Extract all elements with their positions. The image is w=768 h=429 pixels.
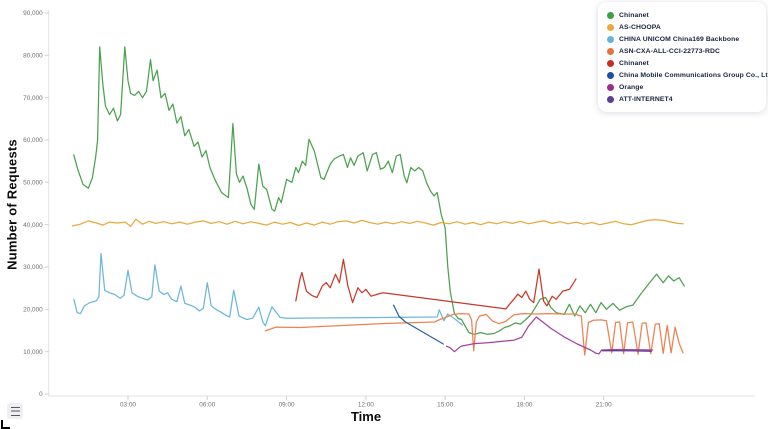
y-tick-label: 10,000 (23, 349, 43, 356)
legend-color-dot-icon (607, 59, 614, 67)
legend-color-dot-icon (607, 84, 614, 92)
x-tick-label: 06:00 (199, 402, 215, 409)
y-tick-label: 60,000 (23, 137, 43, 144)
x-axis-title: Time (350, 409, 382, 424)
legend-item-label: AS-CHOOPA (619, 23, 661, 31)
chart-menu-button[interactable] (7, 403, 23, 419)
series-line-3-asn-cxa-all-cci-22773-rdc (264, 312, 684, 356)
hamburger-list-icon (10, 406, 20, 416)
corner-cursor-mark (1, 420, 10, 429)
x-tick-label: 03:00 (120, 402, 136, 409)
y-tick-label: 90,000 (23, 10, 43, 17)
series-line-4-chinanet (295, 258, 577, 310)
x-tick-label: 09:00 (279, 402, 295, 409)
y-axis-title: Number of Requests (4, 139, 20, 270)
legend-item[interactable]: CHINA UNICOM China169 Backbone (607, 33, 758, 45)
legend-item[interactable]: Orange (607, 82, 758, 94)
series-line-5-china-mobile-communications-group-co-ltd (392, 304, 444, 345)
legend-color-dot-icon (607, 47, 614, 55)
series-line-7-att-internet4 (601, 349, 652, 352)
x-tick-label: 18:00 (516, 402, 532, 409)
y-tick-label: 20,000 (23, 307, 43, 314)
x-tick-label: 21:00 (596, 402, 612, 409)
y-tick-label: 80,000 (23, 53, 43, 60)
series-line-6-orange (445, 316, 654, 355)
x-tick-label: 12:00 (358, 402, 374, 409)
legend-item[interactable]: ASN-CXA-ALL-CCI-22773-RDC (607, 45, 758, 57)
y-tick-label: 70,000 (23, 95, 43, 102)
legend-item-label: Chinanet (619, 59, 649, 67)
legend-item[interactable]: AS-CHOOPA (607, 21, 758, 33)
legend-card: Chinanet AS-CHOOPA CHINA UNICOM China169 B… (598, 2, 768, 112)
legend-item-label: CHINA UNICOM China169 Backbone (619, 35, 740, 43)
legend-color-dot-icon (607, 11, 614, 19)
legend-item-label: China Mobile Communications Group Co., L… (619, 72, 768, 80)
legend-color-dot-icon (607, 35, 614, 43)
y-tick-label: 0 (39, 391, 43, 398)
series-line-0-chinanet (73, 46, 685, 335)
x-tick-label: 15:00 (437, 402, 453, 409)
series-line-1-as-choopa (71, 218, 684, 228)
legend-item[interactable]: China Mobile Communications Group Co., L… (607, 69, 768, 81)
legend-color-dot-icon (607, 96, 614, 104)
legend-color-dot-icon (607, 72, 614, 80)
legend-item[interactable]: Chinanet (607, 57, 758, 69)
series-line-2-china-unicom-china169-backbone (73, 252, 463, 327)
axis-lines (48, 10, 755, 397)
legend-item-label: Orange (619, 84, 644, 92)
legend-item[interactable]: Chinanet (607, 9, 758, 21)
legend-item-label: ASN-CXA-ALL-CCI-22773-RDC (619, 47, 721, 55)
y-tick-label: 40,000 (23, 222, 43, 229)
legend-color-dot-icon (607, 23, 614, 31)
legend-item[interactable]: ATT-INTERNET4 (607, 94, 758, 106)
y-tick-label: 30,000 (23, 264, 43, 271)
legend-item-label: Chinanet (619, 11, 649, 19)
legend-item-label: ATT-INTERNET4 (619, 96, 673, 104)
y-tick-label: 50,000 (23, 180, 43, 187)
